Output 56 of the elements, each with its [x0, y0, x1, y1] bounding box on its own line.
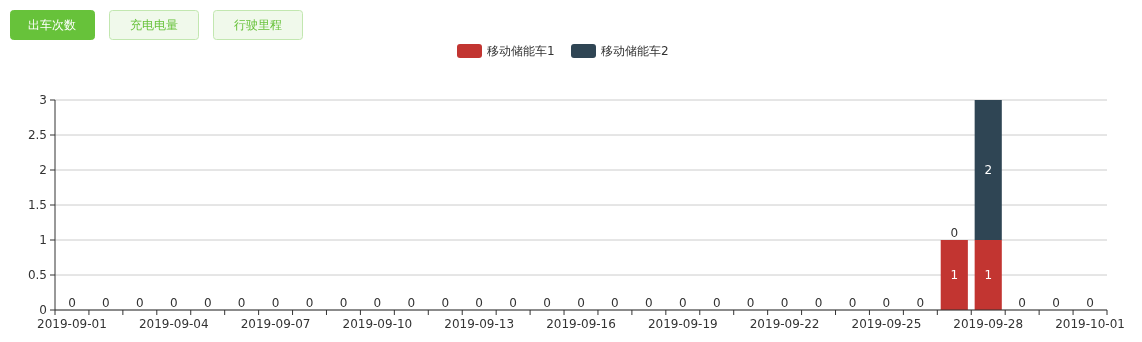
text: 行驶里程 — [233, 18, 282, 32]
data-label: 0 — [203, 296, 212, 310]
x-tick-label: 2019-09-10 — [342, 317, 413, 331]
data-label: 0 — [712, 296, 721, 310]
data-label: 0 — [102, 296, 110, 310]
data-label: 0 — [746, 296, 755, 310]
x-tick-label: 2019-09-16 — [546, 317, 616, 331]
data-label: 0 — [271, 296, 280, 310]
data-label: 0 — [339, 296, 348, 310]
x-tick-label: 2019-09-13 — [444, 317, 515, 331]
data-label: 0 — [1052, 296, 1060, 310]
data-label: 0 — [305, 296, 314, 310]
data-label: 0 — [814, 296, 823, 310]
data-label: 0 — [678, 296, 687, 310]
data-label: 1 — [984, 268, 993, 282]
y-tick-label: 1 — [39, 233, 47, 247]
data-label: 0 — [1086, 296, 1094, 310]
data-label: 0 — [645, 296, 653, 310]
y-tick-label: 2.5 — [27, 128, 47, 142]
data-label: 0 — [237, 296, 246, 310]
x-tick-label: 2019-10-01 — [1055, 317, 1125, 331]
x-tick-label: 2019-09-19 — [647, 317, 718, 331]
x-tick-label: 2019-09-28 — [953, 317, 1024, 331]
y-tick-label: 0 — [39, 303, 47, 317]
y-tick-label: 3 — [39, 93, 47, 107]
data-label: 0 — [68, 296, 76, 310]
y-tick-label: 0.5 — [27, 268, 47, 282]
text: 充电电量 — [129, 18, 178, 32]
x-tick-label: 2019-09-04 — [138, 317, 209, 331]
data-label: 0 — [780, 296, 789, 310]
data-label: 0 — [441, 296, 450, 310]
data-label: 0 — [916, 296, 925, 310]
text: 出车次数 — [28, 18, 76, 32]
data-label: 0 — [611, 296, 619, 310]
x-tick-label: 2019-09-22 — [749, 317, 820, 331]
y-tick-label: 2 — [39, 163, 47, 177]
data-label: 2 — [984, 163, 993, 177]
x-tick-label: 2019-09-01 — [37, 317, 107, 331]
legend-label: 移动储能车2 — [601, 44, 669, 58]
data-label: 0 — [950, 226, 959, 240]
legend-label: 移动储能车1 — [487, 44, 555, 58]
data-label: 0 — [373, 296, 382, 310]
data-label: 0 — [577, 296, 585, 310]
y-tick-label: 1.5 — [27, 198, 47, 212]
data-label: 0 — [1018, 296, 1026, 310]
data-label: 0 — [407, 296, 416, 310]
data-label: 0 — [848, 296, 857, 310]
data-label: 0 — [475, 296, 484, 310]
data-label: 0 — [169, 296, 178, 310]
data-label: 0 — [882, 296, 891, 310]
data-label: 0 — [509, 296, 517, 310]
x-tick-label: 2019-09-07 — [240, 317, 311, 331]
data-label: 1 — [950, 268, 959, 282]
x-tick-label: 2019-09-25 — [851, 317, 922, 331]
data-label: 0 — [136, 296, 144, 310]
data-label: 0 — [543, 296, 551, 310]
